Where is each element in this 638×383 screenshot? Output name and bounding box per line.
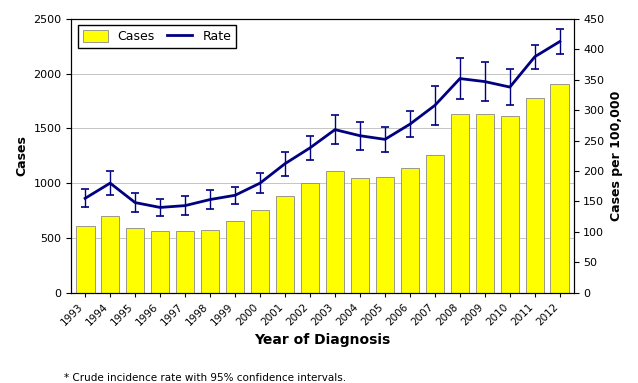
Bar <box>351 178 369 293</box>
Bar <box>251 211 269 293</box>
Bar <box>201 230 219 293</box>
Text: * Crude incidence rate with 95% confidence intervals.: * Crude incidence rate with 95% confiden… <box>64 373 346 383</box>
Bar <box>325 171 345 293</box>
Bar <box>126 228 144 293</box>
X-axis label: Year of Diagnosis: Year of Diagnosis <box>255 333 390 347</box>
Bar <box>450 114 470 293</box>
Bar <box>300 183 320 293</box>
Bar <box>526 98 544 293</box>
Bar <box>101 216 119 293</box>
Bar <box>401 168 419 293</box>
Bar <box>226 221 244 293</box>
Bar <box>551 83 569 293</box>
Legend: Cases, Rate: Cases, Rate <box>78 25 236 48</box>
Bar <box>501 116 519 293</box>
Bar <box>276 196 294 293</box>
Bar <box>475 114 494 293</box>
Y-axis label: Cases: Cases <box>15 135 28 176</box>
Bar <box>76 226 94 293</box>
Bar <box>426 155 444 293</box>
Y-axis label: Cases per 100,000: Cases per 100,000 <box>610 91 623 221</box>
Bar <box>376 177 394 293</box>
Bar <box>175 231 195 293</box>
Bar <box>151 231 170 293</box>
